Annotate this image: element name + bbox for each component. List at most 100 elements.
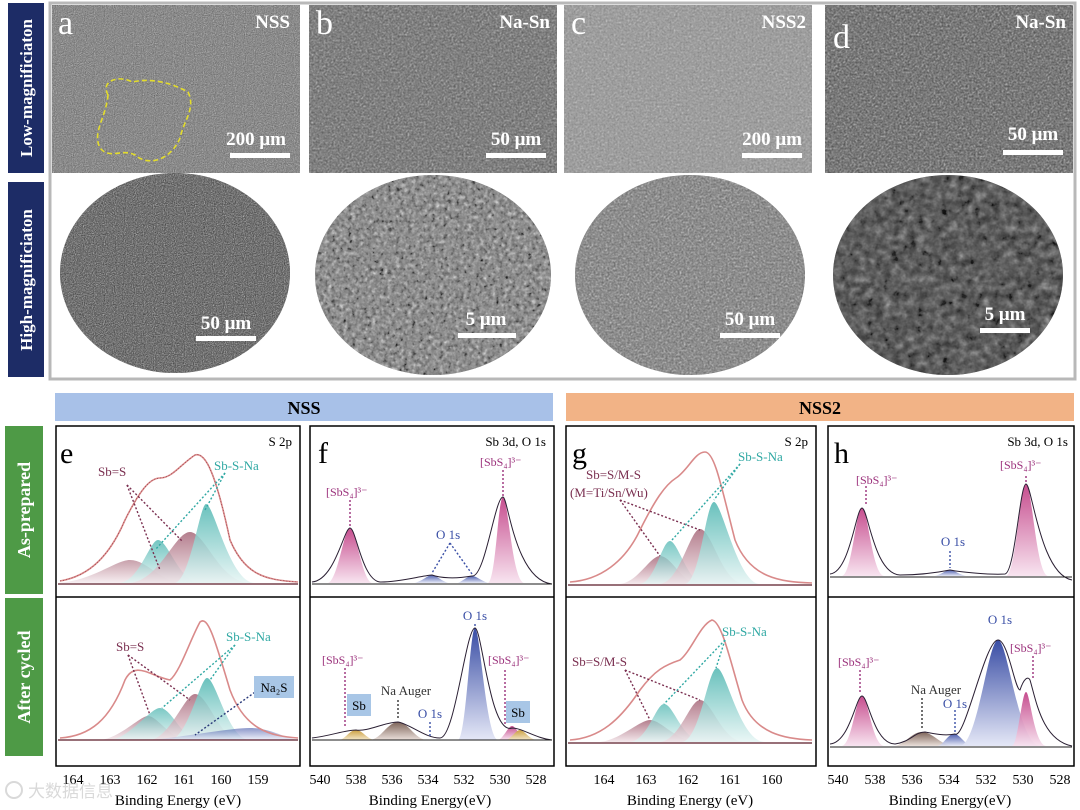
sem-d-high-scalebar: [980, 328, 1030, 333]
xps-g-bottom-label-2: Sb-S-Na: [722, 624, 767, 639]
xps-e-ticks: 164 163 162 161 160 159: [63, 773, 269, 788]
watermark-icon: [5, 781, 23, 799]
sem-panel-b: b Na-Sn 50 μm 5 μm: [309, 5, 557, 375]
xps-h-ticks: 540 538 536 534 532 530 528: [828, 773, 1071, 788]
sem-panel-a: a NSS 200 μm 50 μm: [52, 5, 300, 377]
xps-f-ticks: 540 538 536 534 532 530 528: [310, 773, 547, 788]
xps-g-ticks: 164 163 162 161 160: [594, 773, 783, 788]
sem-b-letter: b: [316, 5, 333, 42]
xps-h-tick: 540: [828, 773, 849, 788]
xps-panel-h: h Sb 3d, O 1s [SbS₄]³⁻ O 1s [SbS₄]³⁻ [Sb…: [827, 425, 1075, 809]
sem-c-letter: c: [571, 5, 586, 42]
sem-c-high-scale: 50 μm: [725, 309, 776, 330]
xps-f-bottom-label-5: O 1s: [463, 608, 487, 623]
xps-f-tick: 536: [382, 773, 403, 788]
xps-f-region: Sb 3d, O 1s: [485, 434, 546, 449]
side-label-after-cycled-text: After cycled: [14, 630, 34, 723]
sem-a-low-scale: 200 μm: [226, 129, 286, 150]
xps-h-tick: 536: [902, 773, 923, 788]
xps-g-tick: 162: [678, 773, 699, 788]
xps-g-top-label-1: Sb=S/M-S: [586, 467, 641, 482]
xps-g-letter: g: [572, 437, 587, 470]
xps-f-bottom-label-3: Na Auger: [381, 683, 432, 698]
xps-panel-g: g S 2p Sb=S/M-S (M=Ti/Sn/Wu) Sb-S-Na Sb=…: [565, 425, 817, 809]
xps-f-top-label-1: [SbS₄]³⁻: [326, 485, 367, 499]
row-label-high: High-magnificiaton: [8, 182, 44, 377]
group-header-nss-text: NSS: [287, 398, 320, 418]
xps-e-letter: e: [60, 437, 73, 470]
sem-d-high-scale: 5 μm: [985, 304, 1026, 325]
xps-g-tick: 163: [636, 773, 657, 788]
xps-f-bottom-label-6: [SbS₄]³⁻: [488, 653, 529, 667]
xps-f-tick: 534: [418, 773, 439, 788]
row-label-low: Low-magnificiaton: [8, 3, 44, 173]
xps-g-tick: 164: [594, 773, 615, 788]
group-header-nss2-text: NSS2: [799, 398, 841, 418]
sem-panel-d: d Na-Sn 50 μm 5 μm: [825, 5, 1073, 375]
xps-f-letter: f: [318, 437, 328, 470]
xps-h-bottom-label-1: [SbS₄]³⁻: [838, 655, 879, 669]
xps-e-tick: 160: [211, 773, 232, 788]
sem-a-high-scale: 50 μm: [201, 313, 252, 334]
sem-b-high-scale: 5 μm: [466, 309, 507, 330]
xps-h-tick: 528: [1050, 773, 1071, 788]
xps-e-frame: [55, 425, 301, 767]
xps-g-tick: 161: [720, 773, 741, 788]
sem-a-letter: a: [58, 5, 73, 42]
sem-c-low-scalebar: [742, 153, 802, 158]
sem-c-sample: NSS2: [762, 12, 806, 33]
xps-f-xlabel: Binding Energy(eV): [369, 793, 492, 809]
watermark-text: 大数据信息: [28, 782, 113, 802]
sb-badge-left: [347, 694, 371, 716]
xps-h-tick: 534: [939, 773, 960, 788]
side-label-after-cycled: [5, 598, 43, 756]
sem-c-high-scalebar: [720, 333, 780, 338]
group-header-nss2: [566, 393, 1074, 421]
xps-f-bottom-label-7: Sb: [511, 705, 525, 720]
xps-h-tick: 532: [976, 773, 997, 788]
xps-e-tick: 159: [248, 773, 269, 788]
sem-a-sample: NSS: [255, 12, 290, 33]
xps-f-tick: 532: [454, 773, 475, 788]
xps-g-xlabel: Binding Energy (eV): [627, 793, 753, 809]
row-label-high-text: High-magnificiaton: [17, 209, 36, 351]
side-label-as-prepared: [5, 426, 43, 594]
sem-a-low-scalebar: [230, 153, 290, 158]
sem-d-sample: Na-Sn: [1015, 12, 1066, 33]
xps-g-tick: 160: [762, 773, 783, 788]
xps-e-bottom-label-1: Sb=S: [116, 639, 144, 654]
xps-e-tick: 164: [63, 773, 84, 788]
xps-panel-e: e S 2p Sb=S Sb-S-Na Sb=S Sb-S-Na Na₂S: [55, 425, 301, 809]
xps-e-top-label-2: Sb-S-Na: [214, 458, 259, 473]
xps-g-region: S 2p: [785, 434, 808, 449]
sem-a-high-scalebar: [196, 336, 256, 341]
xps-f-tick: 538: [346, 773, 367, 788]
sb-badge-right: [506, 701, 530, 723]
xps-f-top-label-2: O 1s: [436, 527, 460, 542]
xps-g-top-label-2: (M=Ti/Sn/Wu): [570, 485, 648, 500]
sem-d-low-scale: 50 μm: [1008, 124, 1059, 145]
row-label-low-text: Low-magnificiaton: [17, 19, 36, 157]
xps-h-xlabel: Binding Energy(eV): [889, 793, 1012, 809]
xps-f-tick: 530: [490, 773, 511, 788]
xps-e-tick: 161: [174, 773, 195, 788]
xps-h-top-label-2: O 1s: [941, 534, 965, 549]
sem-d-low-scalebar: [1003, 150, 1063, 155]
dashed-outline: [96, 78, 192, 162]
sem-c-low-scale: 200 μm: [742, 129, 802, 150]
sem-b-sample: Na-Sn: [499, 12, 550, 33]
xps-h-top-label-1: [SbS₄]³⁻: [856, 473, 897, 487]
sem-frame: [48, 1, 1077, 381]
xps-h-bottom-label-2: Na Auger: [911, 682, 962, 697]
xps-f-tick: 528: [526, 773, 547, 788]
sem-b-low-scale: 50 μm: [491, 129, 542, 150]
xps-f-bottom-label-2: Sb: [352, 698, 366, 713]
xps-e-tick: 163: [100, 773, 121, 788]
xps-h-bottom-label-3: O 1s: [943, 696, 967, 711]
xps-h-bottom-label-4: O 1s: [988, 612, 1012, 627]
side-label-as-prepared-text: As-prepared: [14, 462, 34, 558]
xps-g-bottom-label-1: Sb=S/M-S: [572, 654, 627, 669]
xps-e-xlabel: Binding Energy (eV): [115, 793, 241, 809]
xps-h-tick: 530: [1013, 773, 1034, 788]
xps-f-bottom-label-1: [SbS₄]³⁻: [322, 653, 363, 667]
